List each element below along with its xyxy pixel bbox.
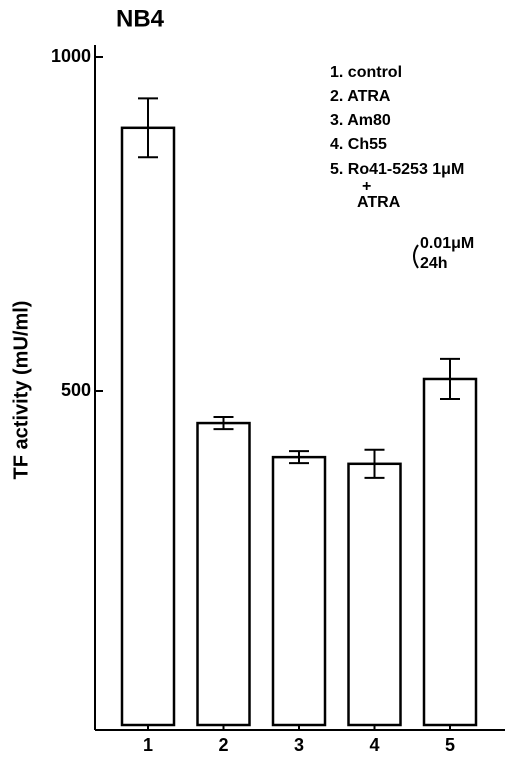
- bar: [347, 462, 402, 727]
- bar: [120, 126, 176, 727]
- legend-text: 1. control: [330, 64, 402, 81]
- error-bar: [213, 416, 234, 431]
- bar: [422, 377, 478, 727]
- legend-text: 5. Ro41-5253 1μM: [330, 161, 464, 178]
- x-tick-label: 3: [294, 735, 304, 755]
- y-axis-label: TF activity (mU/ml): [10, 301, 32, 480]
- x-tick-label: 5: [445, 735, 455, 755]
- legend-text: 3. Am80: [330, 112, 391, 129]
- bar: [271, 455, 327, 727]
- bracket: [413, 244, 419, 269]
- y-tick-label: 500: [61, 380, 91, 400]
- x-tick-label: 2: [218, 735, 228, 755]
- legend-text: ATRA: [357, 194, 401, 211]
- chart-title: NB4: [116, 5, 165, 32]
- x-tick-label: 1: [143, 735, 153, 755]
- error-bar: [138, 97, 158, 159]
- legend-text: 4. Ch55: [330, 136, 387, 153]
- legend-text: 24h: [420, 255, 448, 272]
- error-bar: [364, 448, 385, 479]
- error-bar: [440, 357, 460, 401]
- x-tick-label: 4: [369, 735, 379, 755]
- y-tick-label: 1000: [51, 46, 91, 66]
- bar: [196, 421, 251, 727]
- legend-text: +: [362, 178, 371, 195]
- legend-text: 2. ATRA: [330, 88, 391, 105]
- legend-text: 0.01μM: [420, 235, 474, 252]
- error-bar: [289, 450, 309, 465]
